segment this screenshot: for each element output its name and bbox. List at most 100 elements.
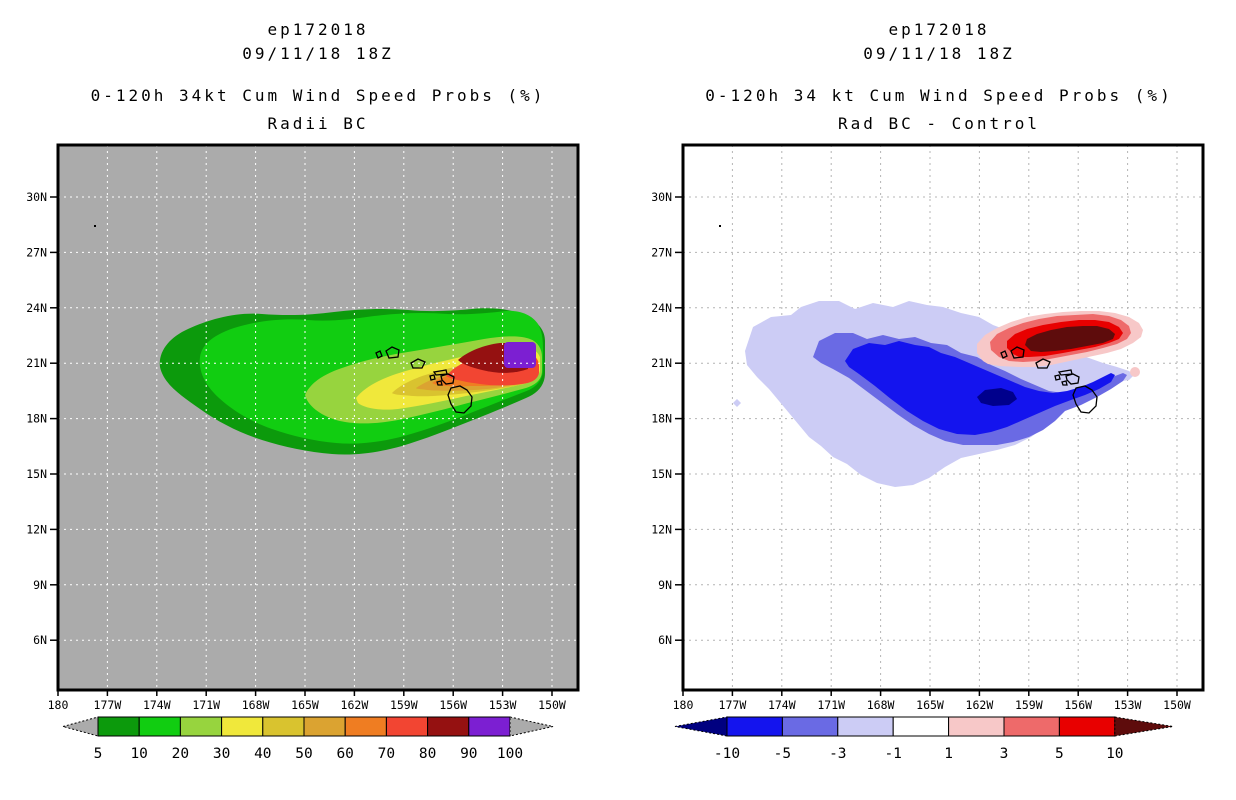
- right-title-block: ep172018 09/11/18 18Z 0-120h 34 kt Cum W…: [619, 0, 1236, 140]
- lon-label: 171W: [192, 698, 220, 712]
- right-subtitle: Rad BC - Control: [837, 114, 1041, 133]
- colorbar-label: 60: [336, 746, 353, 762]
- lon-label: 159W: [1015, 698, 1043, 712]
- colorbar-segment: [427, 716, 470, 737]
- contour-shapes: [733, 301, 1143, 487]
- islet-kure-atoll: [719, 225, 721, 227]
- lon-label: 180: [673, 698, 694, 712]
- lon-label: 156W: [1064, 698, 1092, 712]
- colorbar-label: 10: [1106, 746, 1123, 762]
- colorbar-right-arrow: [509, 716, 554, 737]
- colorbar-label: -3: [829, 746, 846, 762]
- colorbar-label: 5: [94, 746, 103, 762]
- lon-label: 150W: [538, 698, 566, 712]
- colorbar-segment: [781, 716, 839, 737]
- map-frame: [56, 143, 580, 692]
- axes: 30N 27N 24N 21N 18N 15N 12N 9N 6N 180 177W 174W 171W…: [26, 190, 566, 712]
- lon-label: 168W: [242, 698, 270, 712]
- island-oahu: [410, 358, 426, 369]
- island-lanai: [1054, 374, 1061, 381]
- lat-label: 21N: [651, 356, 672, 370]
- colorbar-label: -5: [774, 746, 791, 762]
- lat-label: 30N: [26, 190, 47, 204]
- colorbar-segment: [303, 716, 346, 737]
- lat-label: 12N: [26, 522, 47, 536]
- island-big-island: [447, 385, 473, 414]
- colorbar-segment: [179, 716, 223, 737]
- lat-label: 18N: [26, 412, 47, 426]
- diff-pos-1-spot: [1130, 367, 1140, 377]
- colorbar-label: -1: [884, 746, 901, 762]
- diff-neg-5: [845, 341, 1115, 435]
- colorbar-label: 90: [460, 746, 477, 762]
- diff-neg-10: [977, 388, 1017, 406]
- left-subtitle: Radii BC: [267, 114, 369, 133]
- colorbar-segment: [837, 716, 894, 737]
- left-product-title: 0-120h 34kt Cum Wind Speed Probs (%): [90, 86, 546, 105]
- lat-label: 18N: [651, 412, 672, 426]
- lat-label: 12N: [651, 522, 672, 536]
- difference-colorbar: -10 -5 -3 -1 1 3 5 10: [674, 716, 1174, 762]
- map-frame: [681, 143, 1205, 692]
- left-storm-id: ep172018: [267, 20, 369, 39]
- colorbar-label: 5: [1055, 746, 1064, 762]
- lon-label: 165W: [916, 698, 944, 712]
- probability-colorbar: 5 10 20 30 40 50 60 70 80 90 100: [61, 716, 554, 762]
- right-storm-id: ep172018: [888, 20, 990, 39]
- lat-label: 24N: [26, 301, 47, 315]
- colorbar-segment: [262, 716, 305, 737]
- colorbar-segment: [948, 716, 1005, 737]
- colorbar-label: -10: [714, 746, 740, 762]
- island-niihau: [1000, 350, 1008, 359]
- lat-label: 15N: [651, 467, 672, 481]
- lon-label: 162W: [966, 698, 994, 712]
- colorbar-segment: [726, 716, 783, 737]
- axes: 30N 27N 24N 21N 18N 15N 12N 9N 6N 180 177W 174W 171W…: [651, 190, 1191, 712]
- lon-label: 177W: [94, 698, 122, 712]
- lon-label: 180: [48, 698, 69, 712]
- lat-label: 24N: [651, 301, 672, 315]
- lat-label: 30N: [651, 190, 672, 204]
- colorbar-segment: [138, 716, 181, 737]
- lon-label: 174W: [143, 698, 171, 712]
- colorbar-segment: [1058, 716, 1116, 737]
- island-niihau: [375, 350, 383, 359]
- hawaii-islands: [719, 225, 1098, 414]
- colorbar-label: 20: [172, 746, 189, 762]
- colorbar-label: 10: [130, 746, 147, 762]
- lon-label: 177W: [719, 698, 747, 712]
- diff-neg-1-spot: [733, 399, 741, 407]
- colorbar-segment: [221, 716, 264, 737]
- colorbar-segment: [468, 716, 511, 737]
- island-kahoolawe: [436, 380, 443, 386]
- island-lanai: [429, 374, 436, 381]
- islet-kure-atoll: [94, 225, 96, 227]
- lon-label: 174W: [768, 698, 796, 712]
- colorbar-segment: [1003, 716, 1060, 737]
- prob-90: [504, 342, 536, 368]
- colorbar-segment: [344, 716, 387, 737]
- lon-label: 168W: [867, 698, 895, 712]
- colorbar-label: 100: [497, 746, 523, 762]
- probability-map: 30N 27N 24N 21N 18N 15N 12N 9N 6N 180 177W 174W 171W…: [26, 143, 580, 712]
- lat-label: 6N: [658, 633, 672, 647]
- lon-label: 153W: [1114, 698, 1142, 712]
- colorbar-segment: [385, 716, 429, 737]
- colorbar-left-arrow: [674, 716, 728, 737]
- left-datetime: 09/11/18 18Z: [242, 44, 394, 63]
- lon-label: 156W: [439, 698, 467, 712]
- island-maui: [1065, 373, 1080, 385]
- colorbar-label: 1: [944, 746, 953, 762]
- colorbar-label: 80: [419, 746, 436, 762]
- lon-label: 153W: [489, 698, 517, 712]
- colorbar-label: 30: [213, 746, 230, 762]
- difference-map: 30N 27N 24N 21N 18N 15N 12N 9N 6N 180 177W 174W 171W…: [651, 143, 1205, 712]
- lon-label: 165W: [291, 698, 319, 712]
- colorbar-left-arrow: [61, 716, 99, 737]
- right-datetime: 09/11/18 18Z: [863, 44, 1015, 63]
- hawaii-islands: [94, 225, 473, 414]
- colorbar-label: 50: [295, 746, 312, 762]
- lat-label: 6N: [33, 633, 47, 647]
- right-product-title: 0-120h 34 kt Cum Wind Speed Probs (%): [705, 86, 1173, 105]
